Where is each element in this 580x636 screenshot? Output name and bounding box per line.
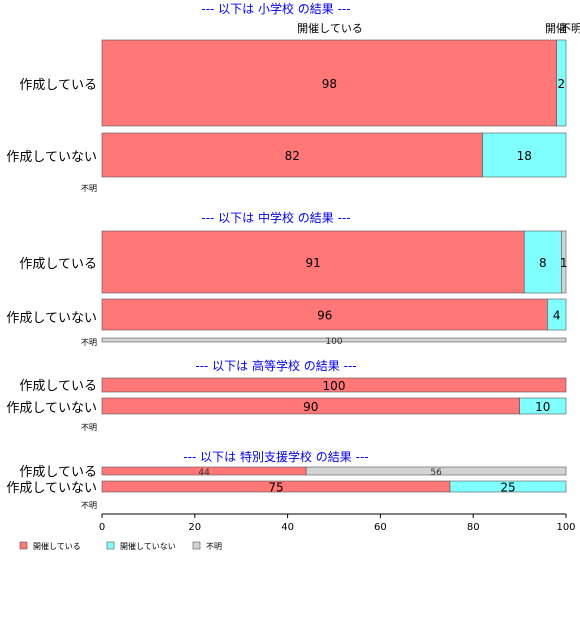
bar-segment: [101, 39, 558, 127]
category-label: 作成している: [19, 78, 97, 93]
panel-title: --- 以下は 小学校 の結果 ---: [201, 1, 350, 16]
legend-label: 開催している: [33, 541, 81, 551]
x-tick-label: 80: [467, 522, 480, 533]
category-label: 不明: [81, 501, 97, 510]
panel-title: --- 以下は 特別支援学校 の結果 ---: [183, 449, 368, 464]
category-label: 作成している: [19, 465, 97, 480]
data-label: 56: [430, 468, 442, 478]
x-tick-label: 20: [188, 522, 201, 533]
data-label: 25: [500, 481, 515, 495]
data-label: 90: [303, 400, 318, 414]
bar-segment: [101, 132, 483, 178]
panel-4: --- 以下は 特別支援学校 の結果 --- 作成している 44 56 作成していない 7…: [6, 449, 567, 510]
panel-title: --- 以下は 中学校 の結果 ---: [201, 210, 350, 225]
data-label: 1: [560, 256, 568, 270]
data-label: 18: [517, 149, 532, 163]
category-label: 作成している: [19, 379, 97, 394]
legend-swatch: [106, 541, 115, 550]
legend-swatch: [192, 541, 201, 550]
bar-segment: [101, 298, 548, 331]
panel-2: --- 以下は 中学校 の結果 --- 作成している 91 8 1 作成していない 96 4 不…: [6, 210, 567, 347]
legend: 開催している 開催していない 不明: [19, 541, 222, 551]
data-label: 98: [322, 77, 337, 91]
bar-segment: [482, 132, 567, 178]
panel-title: --- 以下は 高等学校 の結果 ---: [195, 358, 356, 373]
category-label: 作成していない: [6, 150, 97, 165]
bar-segment: [449, 480, 567, 493]
category-label: 不明: [81, 423, 97, 432]
bar-segment: [101, 337, 567, 343]
bar-segment: [556, 39, 567, 127]
panel-3: --- 以下は 高等学校 の結果 --- 作成している 100 作成していない 90 10…: [6, 358, 567, 432]
category-label: 不明: [81, 338, 97, 347]
top-label: 開催: [545, 21, 567, 35]
bar-segment: [547, 298, 567, 331]
category-label: 作成していない: [6, 481, 97, 496]
data-label: 2: [558, 77, 566, 91]
data-label: 82: [285, 149, 300, 163]
x-tick-label: 60: [374, 522, 387, 533]
legend-label: 開催していない: [120, 541, 176, 551]
category-label: 作成していない: [6, 401, 97, 416]
x-tick-label: 0: [99, 522, 105, 533]
data-label: 8: [539, 256, 547, 270]
bar-segment: [519, 397, 567, 415]
chart-panels: --- 以下は 小学校 の結果 --- 作成している 98 2 作成していない 82 18 不…: [6, 1, 567, 510]
bar-segment: [101, 377, 567, 393]
x-tick-label: 100: [556, 522, 575, 533]
legend-item: 開催していない: [106, 541, 176, 551]
category-label: 作成している: [19, 257, 97, 272]
data-label: 96: [317, 309, 332, 323]
bar-segment: [101, 230, 525, 294]
category-label: 不明: [81, 184, 97, 193]
legend-item: 不明: [192, 541, 222, 551]
top-label: 開催している: [297, 21, 363, 35]
data-label: 10: [535, 400, 550, 414]
x-tick-label: 40: [281, 522, 294, 533]
data-label: 100: [323, 379, 346, 393]
legend-item: 開催している: [19, 541, 81, 551]
data-label: 91: [305, 256, 320, 270]
data-label: 100: [325, 337, 342, 347]
category-label: 作成していない: [6, 311, 97, 326]
legend-label: 不明: [206, 542, 222, 551]
data-label: 4: [553, 309, 561, 323]
data-label: 75: [268, 481, 283, 495]
data-label: 44: [198, 468, 210, 478]
legend-swatch: [19, 541, 28, 550]
panel-1: --- 以下は 小学校 の結果 --- 作成している 98 2 作成していない 82 18 不…: [6, 1, 567, 193]
x-axis: 0 20 40 60 80 100: [99, 513, 576, 533]
bar-segment: [305, 466, 567, 476]
bar-segment: [561, 230, 567, 294]
bar-segment: [523, 230, 562, 294]
top-label: 不明: [560, 22, 580, 35]
